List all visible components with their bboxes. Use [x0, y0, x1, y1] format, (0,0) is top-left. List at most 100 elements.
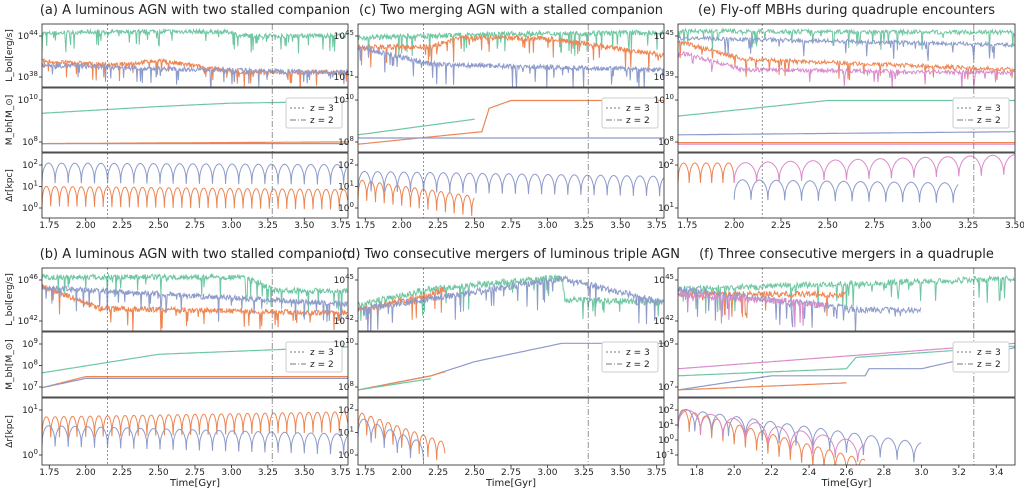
dist-series [358, 170, 664, 216]
panel-title: (d) Two consecutive mergers of luminous … [342, 247, 680, 262]
y-tick-label: 101 [22, 403, 38, 416]
dist-series-line [678, 162, 735, 184]
x-tick-label: 3.00 [221, 221, 241, 231]
x-tick-label: 2.00 [392, 468, 412, 478]
dist-subplot: 102 101 100 Δr[kpc] [5, 152, 349, 219]
panel-title: (e) Fly-off MBHs during quadruple encoun… [698, 3, 995, 18]
legend-box [952, 341, 1010, 373]
y-tick-label: 100 [22, 201, 38, 214]
y-tick-label: 102 [658, 158, 674, 171]
y-tick-label: 100 [658, 433, 674, 446]
mass-series-line [42, 377, 348, 389]
x-tick-label: 2.25 [771, 221, 791, 231]
dist-subplot: 102 101 100 10-1 [656, 397, 1016, 466]
panel-title: (b) A luminous AGN with two stalled comp… [40, 247, 351, 262]
lum-series-line [358, 273, 664, 321]
mass-subplot: 109 108 107 z = 3 z = 2 M_bh[M_⊙] [5, 331, 349, 398]
x-tick-label: 2.25 [112, 221, 132, 231]
mass-subplot: 1010 108 z = 3 z = 2 [334, 87, 665, 153]
x-tick-label: 2.25 [112, 468, 132, 478]
dist-series-line [42, 411, 348, 438]
lum-series-line [42, 272, 348, 314]
y-tick-label: 108 [658, 135, 674, 148]
y-tick-label: 1041 [334, 70, 354, 83]
mass-series-line [358, 378, 432, 391]
dist-series-line [733, 154, 1015, 184]
panel-title: (c) Two merging AGN with a stalled compa… [359, 3, 663, 18]
x-tick-label: 2.75 [501, 221, 521, 231]
y-tick-label: 1046 [18, 273, 39, 286]
y-tick-label: 100 [338, 201, 354, 214]
panel-a: (a) A luminous AGN with two stalled comp… [5, 3, 351, 231]
lum-series-line [42, 62, 348, 87]
x-tick-label: 2.75 [865, 221, 885, 231]
x-tick-label: 3.75 [331, 221, 351, 231]
y-tick-label: 1042 [334, 314, 354, 327]
panel-b: (b) A luminous AGN with two stalled comp… [5, 247, 351, 489]
x-axis-label: Time[Gyr] [169, 478, 220, 489]
x-tick-label: 3.2 [952, 468, 966, 478]
lum-ylabel: L_bol[erg/s] [5, 29, 15, 82]
lum-series-line [42, 27, 348, 54]
mass-subplot: 1010 108 z = 3 z = 2 [334, 331, 665, 398]
x-tick-label: 2.2 [764, 468, 778, 478]
dist-series-line [42, 185, 348, 210]
x-tick-label: 2.8 [877, 468, 892, 478]
panel-f: (f) Three consecutive mergers in a quadr… [654, 247, 1016, 489]
lum-series-line [358, 34, 664, 73]
legend-z2-label: z = 2 [310, 116, 334, 126]
x-tick-label: 3.50 [610, 468, 630, 478]
lum-series [678, 27, 1015, 87]
x-tick-label: 2.00 [392, 221, 412, 231]
x-tick-label: 3.00 [221, 468, 241, 478]
mass-series-line [678, 382, 847, 391]
x-tick-label: 1.75 [39, 468, 59, 478]
dist-series-line [733, 179, 959, 203]
x-tick-label: 2.6 [839, 468, 854, 478]
mass-series-line [678, 131, 1015, 136]
mass-series-line [42, 376, 348, 389]
lum-series-line [358, 28, 664, 58]
lum-frame [677, 267, 1016, 332]
legend-z2-label: z = 2 [977, 116, 1001, 126]
dist-series-line [42, 162, 348, 185]
y-tick-label: 107 [22, 380, 38, 393]
x-tick-label: 2.00 [724, 221, 744, 231]
y-tick-label: 107 [658, 380, 674, 393]
x-tick-label: 1.75 [39, 221, 59, 231]
mass-series-line [358, 371, 446, 391]
y-tick-label: 1038 [18, 70, 38, 83]
x-tick-label: 3.50 [294, 468, 314, 478]
lum-series-line [42, 284, 348, 323]
dist-subplot: 102 101 100 [338, 397, 665, 466]
lum-series [358, 28, 664, 87]
x-tick-label: 3.75 [331, 468, 351, 478]
y-tick-label: 101 [22, 180, 38, 193]
dist-series-line [358, 412, 446, 461]
lum-series-line [678, 274, 1015, 316]
x-tick-label: 2.25 [428, 221, 448, 231]
legend-z3-label: z = 3 [977, 104, 1001, 114]
x-tick-label: 1.75 [355, 221, 375, 231]
y-tick-label: 1010 [654, 93, 674, 106]
dist-series-line [678, 409, 922, 463]
dist-subplot: 102 101 100 [338, 152, 665, 219]
y-tick-label: 108 [338, 380, 354, 393]
legend-box [601, 97, 659, 129]
x-tick-label: 3.50 [294, 221, 314, 231]
x-tick-label: 3.50 [1005, 221, 1024, 231]
y-tick-label: 102 [338, 403, 354, 416]
x-tick-label: 2.50 [149, 468, 169, 478]
x-tick-label: 3.25 [258, 468, 278, 478]
mass-frame [41, 87, 349, 153]
mass-frame [41, 331, 349, 398]
y-tick-label: 101 [338, 426, 354, 439]
lum-frame [357, 23, 665, 88]
x-tick-label: 3.25 [574, 468, 594, 478]
x-tick-label: 2.75 [185, 468, 205, 478]
y-tick-label: 108 [338, 135, 354, 148]
dist-series-line [358, 170, 664, 197]
y-tick-label: 109 [658, 337, 674, 350]
